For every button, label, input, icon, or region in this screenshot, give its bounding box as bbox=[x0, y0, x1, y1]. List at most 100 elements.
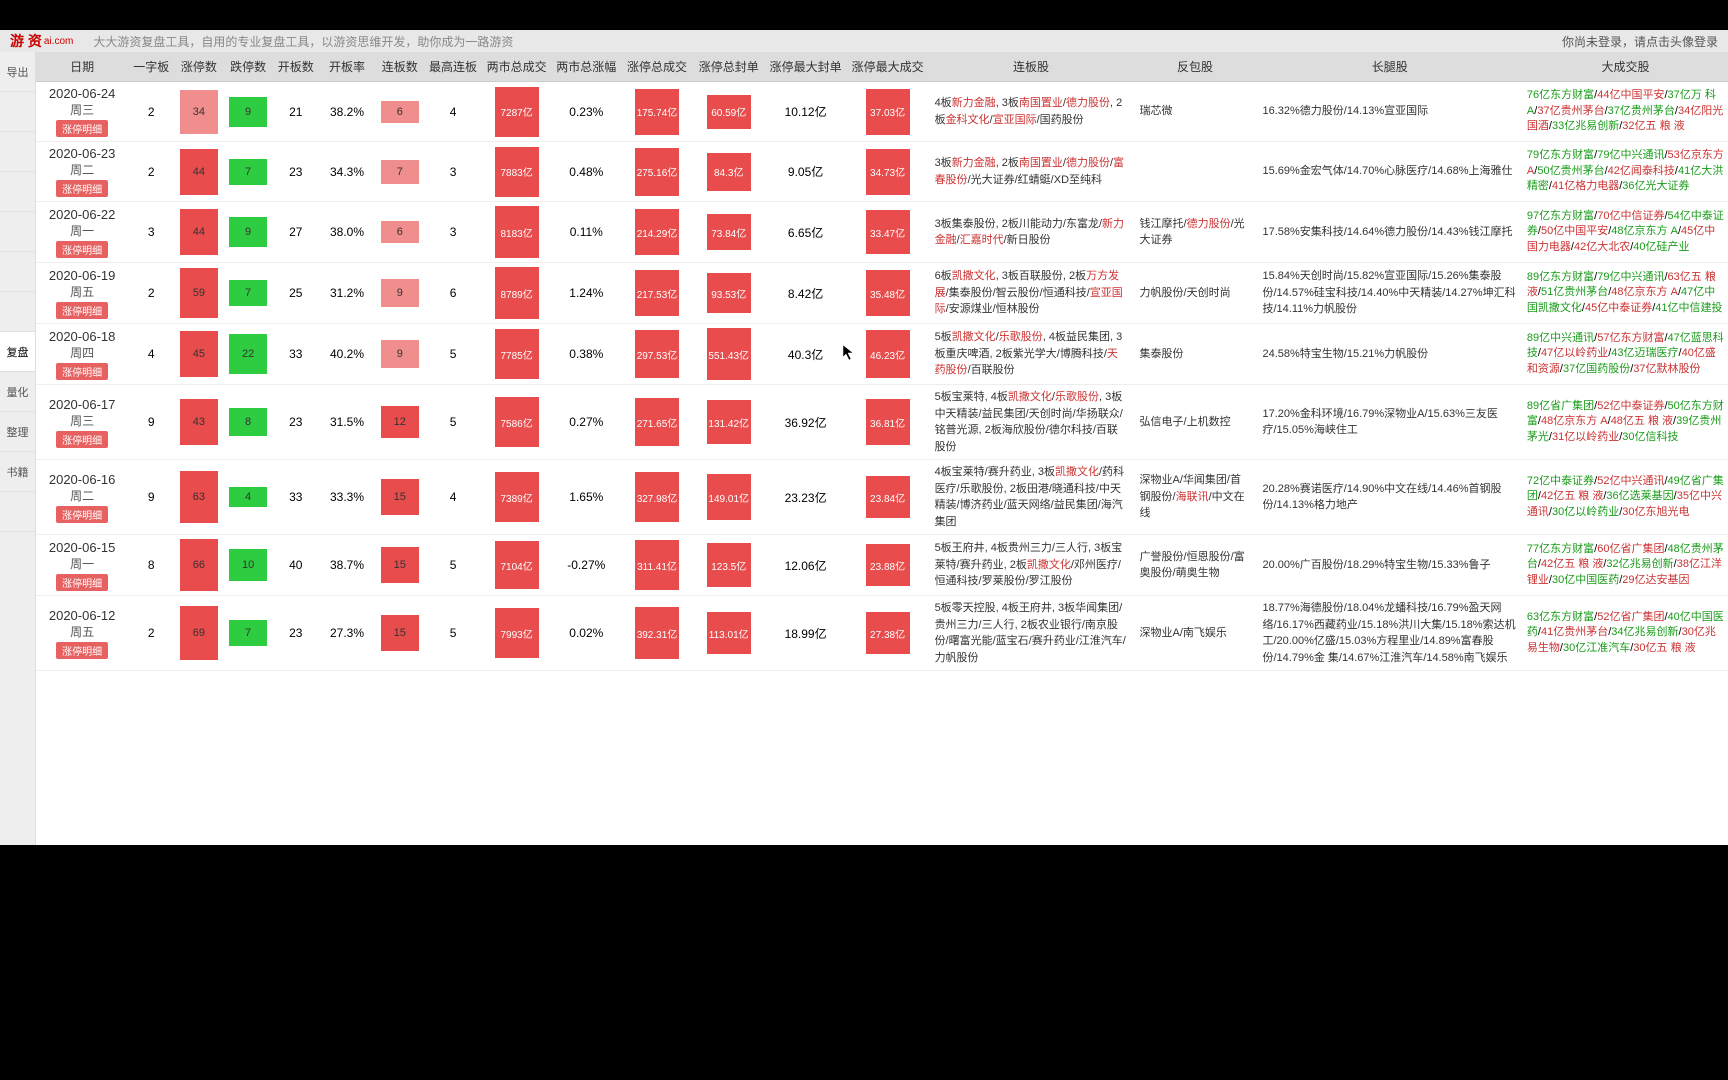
lt-vol-cell: 297.53亿 bbox=[621, 324, 693, 385]
col-header[interactable]: 反包股 bbox=[1134, 52, 1257, 82]
lt-seal-cell: 551.43亿 bbox=[693, 324, 765, 385]
login-hint[interactable]: 你尚未登录，请点击头像登录 bbox=[1562, 33, 1718, 50]
col-header[interactable]: 涨停最大封单 bbox=[765, 52, 847, 82]
total-cell: 7104亿 bbox=[482, 535, 552, 596]
lt-seal-cell: 123.5亿 bbox=[693, 535, 765, 596]
open-cell: 23 bbox=[273, 596, 319, 671]
max-vol-cell: 37.03亿 bbox=[847, 82, 929, 142]
changtui-cell: 24.58%特宝生物/15.21%力帆股份 bbox=[1256, 324, 1522, 385]
yzb-cell: 8 bbox=[128, 535, 174, 596]
lt-vol-cell: 214.29亿 bbox=[621, 202, 693, 263]
open-rate-cell: 31.5% bbox=[319, 385, 375, 460]
lianban-cell: 5板王府井, 4板贵州三力/三人行, 3板宝莱特/赛升药业, 2板凯撒文化/邓州… bbox=[929, 535, 1134, 596]
sidebar-item[interactable] bbox=[0, 132, 35, 172]
col-header[interactable]: 最高连板 bbox=[424, 52, 481, 82]
date-cell[interactable]: 2020-06-24 周三 涨停明细 bbox=[36, 82, 128, 142]
up-bar: 63 bbox=[174, 460, 223, 535]
date-cell[interactable]: 2020-06-22 周一 涨停明细 bbox=[36, 202, 128, 263]
lt-seal-cell: 131.42亿 bbox=[693, 385, 765, 460]
lt-seal-cell: 73.84亿 bbox=[693, 202, 765, 263]
col-header[interactable]: 涨停总封单 bbox=[693, 52, 765, 82]
chg-cell: 0.02% bbox=[551, 596, 621, 671]
total-cell: 8183亿 bbox=[482, 202, 552, 263]
sidebar-item[interactable]: 整理 bbox=[0, 412, 35, 452]
changtui-cell: 15.69%金宏气体/14.70%心脉医疗/14.68%上海雅仕 bbox=[1256, 142, 1522, 202]
date-cell[interactable]: 2020-06-23 周二 涨停明细 bbox=[36, 142, 128, 202]
dacj-cell: 72亿中泰证券/52亿中兴通讯/49亿省广集团/42亿五 粮 液/36亿选莱基因… bbox=[1523, 460, 1728, 535]
lb-bar: 15 bbox=[375, 460, 424, 535]
sidebar: 导出复盘量化整理书籍 bbox=[0, 52, 36, 845]
sidebar-item[interactable] bbox=[0, 92, 35, 132]
sidebar-item[interactable] bbox=[0, 172, 35, 212]
down-bar: 7 bbox=[224, 142, 273, 202]
date-cell[interactable]: 2020-06-18 周四 涨停明细 bbox=[36, 324, 128, 385]
col-header[interactable]: 一字板 bbox=[128, 52, 174, 82]
col-header[interactable]: 大成交股 bbox=[1523, 52, 1728, 82]
down-bar: 4 bbox=[224, 460, 273, 535]
col-header[interactable]: 跌停数 bbox=[224, 52, 273, 82]
lt-vol-cell: 217.53亿 bbox=[621, 263, 693, 324]
fanbao-cell: 广誉股份/恒恩股份/富奥股份/萌奥生物 bbox=[1134, 535, 1257, 596]
sidebar-item[interactable]: 书籍 bbox=[0, 452, 35, 492]
max-seal-cell: 12.06亿 bbox=[765, 535, 847, 596]
open-rate-cell: 31.2% bbox=[319, 263, 375, 324]
lb-bar: 7 bbox=[375, 142, 424, 202]
lb-bar: 15 bbox=[375, 596, 424, 671]
sidebar-item[interactable] bbox=[0, 492, 35, 532]
sidebar-item[interactable]: 量化 bbox=[0, 372, 35, 412]
lt-seal-cell: 113.01亿 bbox=[693, 596, 765, 671]
lt-vol-cell: 311.41亿 bbox=[621, 535, 693, 596]
maxlb-cell: 6 bbox=[424, 263, 481, 324]
changtui-cell: 20.00%广百股份/18.29%特宝生物/15.33%鲁子 bbox=[1256, 535, 1522, 596]
changtui-cell: 20.28%赛诺医疗/14.90%中文在线/14.46%首钢股份/14.13%格… bbox=[1256, 460, 1522, 535]
sidebar-item[interactable]: 导出 bbox=[0, 52, 35, 92]
sidebar-item[interactable] bbox=[0, 212, 35, 252]
maxlb-cell: 3 bbox=[424, 142, 481, 202]
total-cell: 8789亿 bbox=[482, 263, 552, 324]
col-header[interactable]: 两市总成交 bbox=[482, 52, 552, 82]
lianban-cell: 4板宝莱特/赛升药业, 3板凯撒文化/药科医疗/乐歌股份, 2板田港/晓通科技/… bbox=[929, 460, 1134, 535]
up-bar: 45 bbox=[174, 324, 223, 385]
date-cell[interactable]: 2020-06-17 周三 涨停明细 bbox=[36, 385, 128, 460]
down-bar: 22 bbox=[224, 324, 273, 385]
col-header[interactable]: 涨停总成交 bbox=[621, 52, 693, 82]
fanbao-cell: 瑞芯微 bbox=[1134, 82, 1257, 142]
down-bar: 10 bbox=[224, 535, 273, 596]
date-cell[interactable]: 2020-06-16 周二 涨停明细 bbox=[36, 460, 128, 535]
date-cell[interactable]: 2020-06-19 周五 涨停明细 bbox=[36, 263, 128, 324]
col-header[interactable]: 开板数 bbox=[273, 52, 319, 82]
maxlb-cell: 5 bbox=[424, 535, 481, 596]
sidebar-item[interactable] bbox=[0, 292, 35, 332]
logo-sub: ai.com bbox=[44, 36, 73, 47]
chg-cell: 0.23% bbox=[551, 82, 621, 142]
col-header[interactable]: 涨停最大成交 bbox=[847, 52, 929, 82]
up-bar: 59 bbox=[174, 263, 223, 324]
col-header[interactable]: 长腿股 bbox=[1256, 52, 1522, 82]
lt-vol-cell: 275.16亿 bbox=[621, 142, 693, 202]
changtui-cell: 18.77%海德股份/18.04%龙蟠科技/16.79%盈天网络/16.17%西… bbox=[1256, 596, 1522, 671]
col-header[interactable]: 涨停数 bbox=[174, 52, 223, 82]
col-header[interactable]: 两市总涨幅 bbox=[551, 52, 621, 82]
total-cell: 7586亿 bbox=[482, 385, 552, 460]
dacj-cell: 63亿东方财富/52亿省广集团/40亿中国医药/41亿贵州茅台/34亿兆易创新/… bbox=[1523, 596, 1728, 671]
open-rate-cell: 33.3% bbox=[319, 460, 375, 535]
chg-cell: 0.27% bbox=[551, 385, 621, 460]
sidebar-item[interactable]: 复盘 bbox=[0, 332, 35, 372]
date-cell[interactable]: 2020-06-15 周一 涨停明细 bbox=[36, 535, 128, 596]
table-row: 2020-06-22 周一 涨停明细 3 44 9 27 38.0% 6 3 8… bbox=[36, 202, 1728, 263]
topbar: 游 资 ai.com 大大游资复盘工具，自用的专业复盘工具，以游资思维开发，助你… bbox=[0, 30, 1728, 52]
fanbao-cell: 弘信电子/上机数控 bbox=[1134, 385, 1257, 460]
col-header[interactable]: 连板股 bbox=[929, 52, 1134, 82]
lianban-cell: 5板宝莱特, 4板凯撒文化/乐歌股份, 3板中天精装/益民集团/天创时尚/华扬联… bbox=[929, 385, 1134, 460]
col-header[interactable]: 日期 bbox=[36, 52, 128, 82]
max-seal-cell: 18.99亿 bbox=[765, 596, 847, 671]
sidebar-item[interactable] bbox=[0, 252, 35, 292]
lt-vol-cell: 392.31亿 bbox=[621, 596, 693, 671]
col-header[interactable]: 连板数 bbox=[375, 52, 424, 82]
max-seal-cell: 6.65亿 bbox=[765, 202, 847, 263]
maxlb-cell: 3 bbox=[424, 202, 481, 263]
col-header[interactable]: 开板率 bbox=[319, 52, 375, 82]
yzb-cell: 4 bbox=[128, 324, 174, 385]
date-cell[interactable]: 2020-06-12 周五 涨停明细 bbox=[36, 596, 128, 671]
max-seal-cell: 23.23亿 bbox=[765, 460, 847, 535]
